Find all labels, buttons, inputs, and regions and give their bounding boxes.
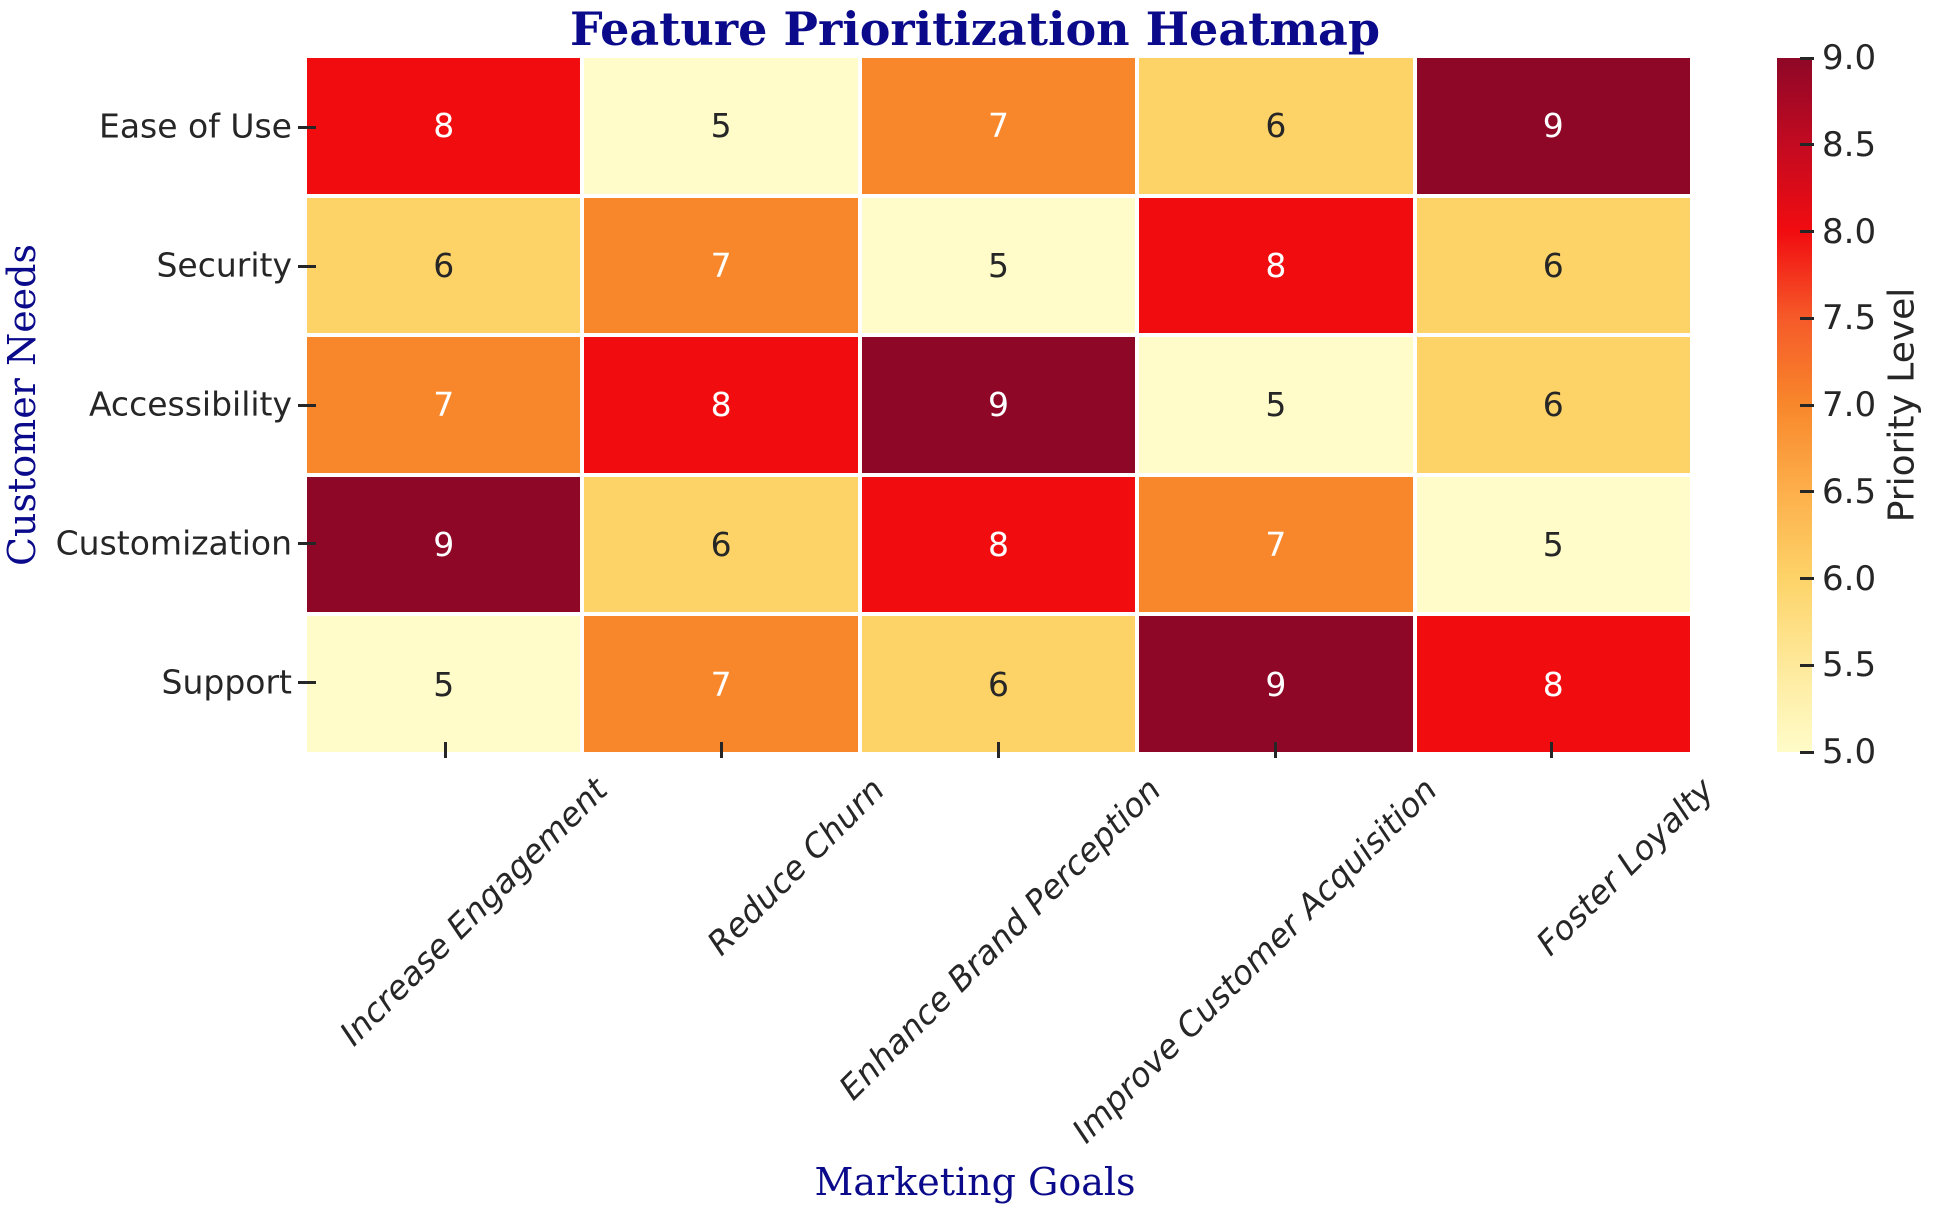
cell-value: 9 — [433, 525, 455, 565]
heatmap-cell: 5 — [584, 58, 858, 194]
cell-value: 6 — [433, 245, 455, 285]
y-tick-label: Customization — [55, 523, 292, 563]
cell-value: 7 — [710, 664, 732, 704]
cell-value: 8 — [1542, 664, 1564, 704]
heatmap-cell: 5 — [307, 616, 581, 752]
cell-value: 8 — [710, 385, 732, 425]
colorbar-tick-label: 8.5 — [1822, 124, 1877, 165]
cell-value: 8 — [987, 525, 1009, 565]
y-tick-mark — [298, 681, 316, 685]
x-tick-mark — [720, 742, 724, 758]
colorbar-tick-label: 8.0 — [1822, 211, 1877, 252]
cell-value: 5 — [433, 664, 455, 704]
heatmap-cell: 6 — [1416, 337, 1690, 473]
y-tick-mark — [298, 125, 316, 129]
heatmap-cell: 6 — [584, 476, 858, 613]
colorbar-tick-label: 6.5 — [1822, 471, 1877, 512]
colorbar-tick-label: 7.5 — [1822, 298, 1877, 339]
heatmap-cell: 9 — [861, 337, 1136, 473]
heatmap-cell: 7 — [584, 197, 858, 334]
y-tick-mark — [298, 542, 316, 546]
cell-value: 5 — [710, 106, 732, 146]
heatmap-cell: 5 — [861, 197, 1136, 334]
heatmap-cell: 7 — [584, 616, 858, 752]
colorbar-tick-label: 7.0 — [1822, 385, 1877, 425]
heatmap-cell: 8 — [1416, 616, 1690, 752]
cell-value: 7 — [1265, 525, 1287, 565]
cell-value: 8 — [433, 106, 455, 146]
colorbar-tick-mark — [1800, 403, 1814, 407]
heatmap-cell: 9 — [307, 476, 581, 613]
colorbar-tick-mark — [1800, 750, 1814, 754]
cell-value: 6 — [710, 525, 732, 565]
heatmap-cell: 5 — [1139, 337, 1413, 473]
colorbar-tick-label: 5.5 — [1822, 645, 1877, 686]
colorbar-tick-mark — [1800, 663, 1814, 667]
cell-value: 6 — [1265, 106, 1287, 146]
heatmap-cell: 6 — [1139, 58, 1413, 194]
heatmap-cell: 9 — [1416, 58, 1690, 194]
y-tick-label: Support — [161, 662, 292, 702]
colorbar-tick-label: 5.0 — [1822, 732, 1877, 772]
cell-value: 9 — [1542, 106, 1564, 146]
x-tick-mark — [997, 742, 1000, 758]
cell-value: 5 — [1265, 385, 1287, 425]
heatmap-cell: 6 — [1416, 197, 1690, 334]
cell-value: 6 — [987, 664, 1009, 704]
cell-value: 8 — [1265, 245, 1287, 285]
cell-value: 9 — [1265, 664, 1287, 704]
x-axis-label: Marketing Goals — [814, 1160, 1136, 1204]
y-tick-label: Accessibility — [88, 384, 292, 424]
heatmap-cell: 8 — [584, 337, 858, 473]
cell-value: 6 — [1542, 385, 1564, 425]
x-tick-mark — [1273, 742, 1277, 758]
heatmap-cell: 8 — [307, 58, 581, 194]
x-tick-label: Reduce Churn — [699, 770, 892, 963]
cell-value: 7 — [710, 245, 732, 285]
x-tick-label: Increase Engagement — [332, 770, 616, 1054]
colorbar-tick-label: 9.0 — [1822, 38, 1877, 78]
y-tick-mark — [298, 264, 316, 268]
colorbar-tick-mark — [1800, 577, 1814, 580]
colorbar-label: Priority Level — [1881, 287, 1923, 523]
x-tick-label: Enhance Brand Perception — [831, 770, 1169, 1108]
heatmap-cell: 7 — [861, 58, 1136, 194]
heatmap-cell: 9 — [1139, 616, 1413, 752]
colorbar-tick-mark — [1800, 230, 1814, 233]
heatmap-cell: 8 — [1139, 197, 1413, 334]
chart-title: Feature Prioritization Heatmap — [569, 2, 1381, 56]
colorbar-tick-mark — [1800, 316, 1814, 320]
heatmap-cell: 7 — [307, 337, 581, 473]
x-tick-label: Foster Loyalty — [1528, 770, 1722, 963]
x-tick-mark — [1550, 742, 1554, 758]
y-tick-label: Security — [156, 245, 292, 285]
heatmap-grid: 8 5 7 6 9 6 7 5 8 6 7 8 9 5 6 9 6 8 7 5 5 7 6 9 8 — [307, 58, 1690, 752]
y-tick-mark — [298, 403, 316, 407]
heatmap-cell: 6 — [307, 197, 581, 334]
heatmap-cell: 7 — [1139, 476, 1413, 613]
cell-value: 9 — [987, 385, 1009, 425]
colorbar-tick-mark — [1800, 56, 1814, 60]
cell-value: 5 — [987, 245, 1009, 285]
heatmap-cell: 6 — [861, 616, 1136, 752]
x-tick-mark — [443, 742, 447, 758]
cell-value: 7 — [433, 385, 455, 425]
colorbar-tick-mark — [1800, 490, 1814, 494]
cell-value: 7 — [987, 106, 1009, 146]
heatmap-cell: 8 — [861, 476, 1136, 613]
cell-value: 5 — [1542, 525, 1564, 565]
cell-value: 6 — [1542, 245, 1564, 285]
heatmap-cell: 5 — [1416, 476, 1690, 613]
colorbar-tick-mark — [1800, 143, 1814, 147]
colorbar-tick-label: 6.0 — [1822, 558, 1877, 599]
y-tick-label: Ease of Use — [98, 107, 292, 147]
